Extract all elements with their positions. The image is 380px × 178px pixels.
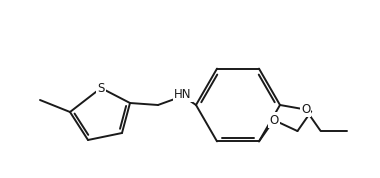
Text: O: O [301,103,310,116]
Text: HN: HN [174,88,192,101]
Text: O: O [269,114,279,127]
Text: S: S [97,82,104,95]
